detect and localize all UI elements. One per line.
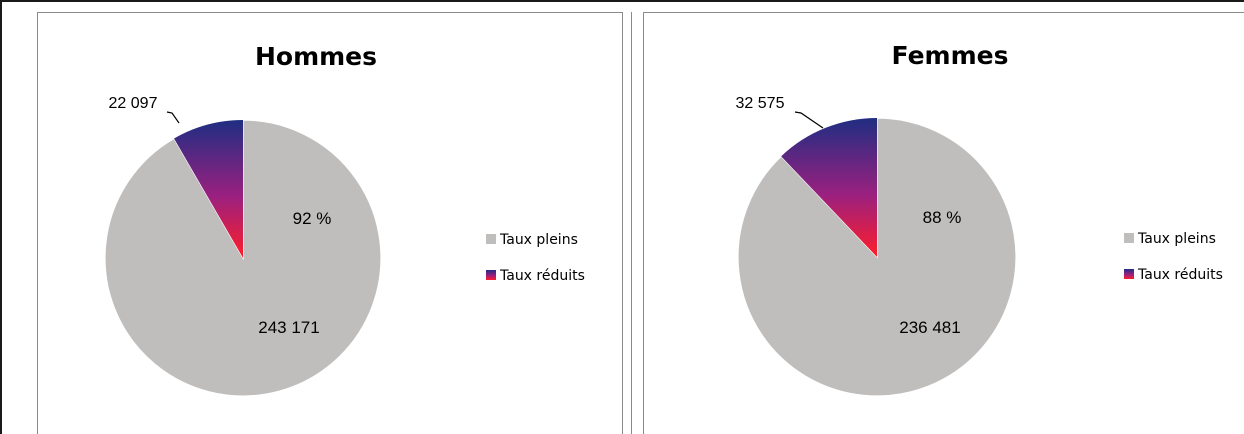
pie-slice-hommes-taux-reduits — [174, 120, 243, 258]
pie-slice-femmes-taux-reduits — [781, 118, 877, 257]
pie-slice-hommes-taux-pleins — [104, 119, 382, 397]
legend-swatch-taux-pleins-femmes — [1124, 233, 1134, 243]
legend-swatch-taux-reduits-hommes — [486, 270, 496, 280]
legend-label-taux-reduits-femmes: Taux réduits — [1137, 267, 1223, 283]
legend-label-taux-pleins-femmes: Taux pleins — [1137, 231, 1216, 247]
legend-swatch-taux-reduits-femmes — [1124, 269, 1134, 279]
leader-line-hommes — [166, 111, 180, 124]
percent-label-hommes: 92 % — [293, 209, 332, 228]
legend-label-taux-reduits-hommes: Taux réduits — [499, 268, 585, 284]
data-label-taux-pleins-hommes: 243 171 — [258, 318, 319, 337]
data-label-taux-pleins-femmes: 236 481 — [899, 318, 960, 337]
legend-swatch-taux-pleins-hommes — [486, 234, 496, 244]
panel-divider — [631, 12, 632, 434]
percent-label-femmes: 88 % — [923, 208, 962, 227]
pie-slice-femmes-taux-pleins — [737, 117, 1017, 397]
chart-panel-hommes — [37, 12, 623, 434]
data-label-taux-reduits-femmes: 32 575 — [736, 95, 785, 112]
legend-label-taux-pleins-hommes: Taux pleins — [499, 232, 578, 248]
chart-panel-femmes — [643, 12, 1244, 434]
leader-line-femmes — [794, 111, 824, 129]
chart-title-hommes: Hommes — [255, 42, 377, 71]
chart-title-femmes: Femmes — [892, 41, 1009, 70]
data-label-taux-reduits-hommes: 22 097 — [109, 95, 158, 112]
